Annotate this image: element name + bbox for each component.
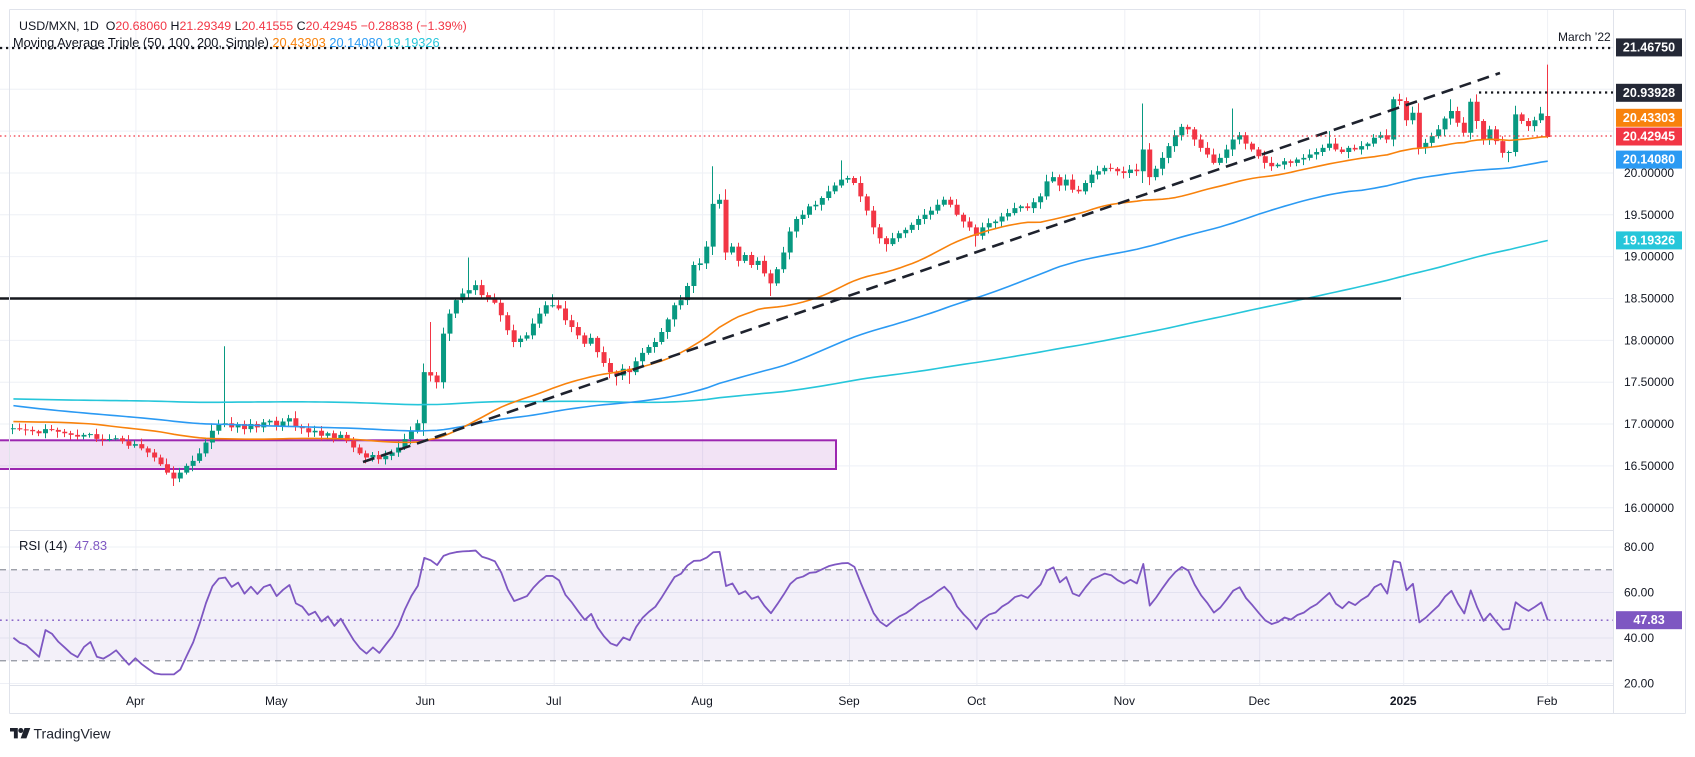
svg-text:18.00000: 18.00000 <box>1624 333 1674 347</box>
svg-text:80.00: 80.00 <box>1624 540 1654 554</box>
svg-text:18.50000: 18.50000 <box>1624 292 1674 306</box>
svg-text:2025: 2025 <box>1390 694 1417 708</box>
svg-text:Dec: Dec <box>1249 694 1270 708</box>
svg-text:20.14080: 20.14080 <box>1623 153 1675 167</box>
svg-text:Moving Average Triple (50, 100: Moving Average Triple (50, 100, 200, Sim… <box>13 35 440 50</box>
svg-text:Aug: Aug <box>691 694 712 708</box>
svg-text:21.46750: 21.46750 <box>1623 40 1675 54</box>
svg-text:19.19326: 19.19326 <box>1623 233 1675 247</box>
svg-text:20.00: 20.00 <box>1624 677 1654 691</box>
svg-text:Jul: Jul <box>546 694 561 708</box>
svg-text:USD/MXN, 1D O20.68060 H21.293: USD/MXN, 1D O20.68060 H21.29349 L20.4155… <box>19 19 467 33</box>
svg-text:20.93928: 20.93928 <box>1623 86 1675 100</box>
svg-text:20.43303: 20.43303 <box>1623 111 1675 125</box>
svg-text:March ’22: March ’22 <box>1558 30 1611 44</box>
svg-text:Nov: Nov <box>1114 694 1135 708</box>
svg-text:RSI (14) 47.83: RSI (14) 47.83 <box>19 538 107 553</box>
svg-text:Oct: Oct <box>967 694 986 708</box>
svg-text:Apr: Apr <box>126 694 145 708</box>
svg-text:17.50000: 17.50000 <box>1624 375 1674 389</box>
svg-text:17.00000: 17.00000 <box>1624 417 1674 431</box>
svg-text:Feb: Feb <box>1537 694 1558 708</box>
svg-text:20.00000: 20.00000 <box>1624 166 1674 180</box>
svg-text:19.00000: 19.00000 <box>1624 250 1674 264</box>
svg-text:20.42945: 20.42945 <box>1623 130 1675 144</box>
svg-text:47.83: 47.83 <box>1633 613 1664 627</box>
svg-text:40.00: 40.00 <box>1624 631 1654 645</box>
svg-text:Jun: Jun <box>416 694 435 708</box>
svg-text:16.50000: 16.50000 <box>1624 459 1674 473</box>
svg-text:16.00000: 16.00000 <box>1624 501 1674 515</box>
svg-text:TradingView: TradingView <box>34 726 112 742</box>
svg-text:Sep: Sep <box>838 694 860 708</box>
svg-text:60.00: 60.00 <box>1624 586 1654 600</box>
svg-text:May: May <box>265 694 288 708</box>
svg-text:19.50000: 19.50000 <box>1624 208 1674 222</box>
